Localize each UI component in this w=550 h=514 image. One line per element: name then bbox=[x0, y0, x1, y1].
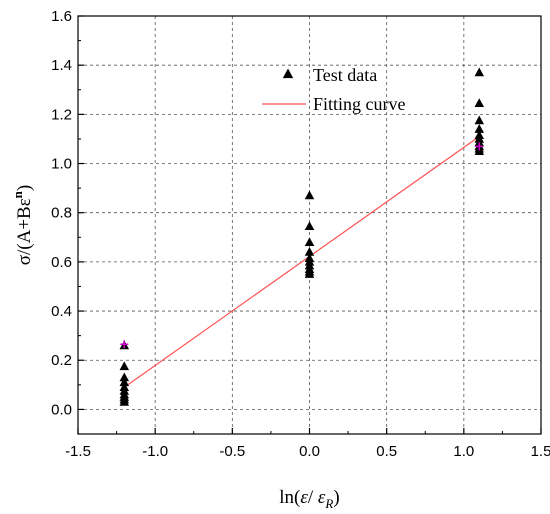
y-tick-label: 1.6 bbox=[51, 8, 72, 25]
y-tick-labels: 0.0 0.2 0.4 0.6 0.8 1.0 1.2 1.4 1.6 bbox=[51, 8, 72, 418]
x-tick-label: -0.5 bbox=[219, 443, 245, 460]
x-tick-label: 1.0 bbox=[453, 443, 474, 460]
y-tick-label: 1.4 bbox=[51, 57, 72, 74]
test-data-point bbox=[304, 237, 315, 246]
test-data-point bbox=[119, 372, 130, 382]
y-tick-label: 0.4 bbox=[51, 303, 72, 320]
legend-label-fitting-curve: Fitting curve bbox=[313, 94, 406, 114]
fitting-curve-line bbox=[123, 135, 480, 388]
test-data-point bbox=[474, 98, 485, 108]
y-tick-label: 0.2 bbox=[51, 352, 72, 369]
accent-marker bbox=[120, 340, 129, 349]
test-data-point bbox=[304, 221, 315, 230]
x-tick-label: 0.5 bbox=[376, 443, 397, 460]
test-data-points bbox=[119, 67, 485, 406]
x-axis-title: ln(ε/ εR) bbox=[279, 487, 339, 511]
x-tick-label: -1.0 bbox=[142, 443, 168, 460]
x-tick-labels: -1.5 -1.0 -0.5 0.0 0.5 1.0 1.5 bbox=[65, 443, 550, 460]
test-data-point bbox=[119, 361, 130, 371]
test-data-point bbox=[474, 124, 485, 133]
x-tick-label: 0.0 bbox=[299, 443, 320, 460]
test-data-point bbox=[304, 190, 315, 200]
axis-ticks bbox=[77, 15, 542, 434]
accent-marker bbox=[475, 142, 484, 151]
y-axis-title: σ/(A+Bεn) bbox=[10, 185, 35, 266]
y-tick-label: 0.0 bbox=[51, 401, 72, 418]
test-data-point bbox=[474, 146, 485, 155]
x-tick-label: -1.5 bbox=[65, 443, 91, 460]
test-data-point bbox=[474, 115, 485, 125]
legend-label-test-data: Test data bbox=[313, 65, 377, 85]
y-tick-label: 1.2 bbox=[51, 106, 72, 123]
test-data-point bbox=[304, 247, 315, 256]
test-data-point bbox=[304, 269, 315, 278]
y-tick-label: 0.8 bbox=[51, 205, 72, 222]
test-data-point bbox=[474, 67, 485, 77]
y-tick-label: 0.6 bbox=[51, 254, 72, 271]
y-tick-label: 1.0 bbox=[51, 156, 72, 173]
x-tick-label: 1.5 bbox=[531, 443, 550, 460]
test-data-point bbox=[119, 377, 130, 387]
legend-marker-test-data bbox=[282, 68, 294, 79]
grid-lines bbox=[78, 16, 541, 434]
test-data-point bbox=[119, 397, 130, 406]
fitting-curve-layer bbox=[123, 135, 480, 388]
legend: Test data Fitting curve bbox=[262, 65, 406, 114]
